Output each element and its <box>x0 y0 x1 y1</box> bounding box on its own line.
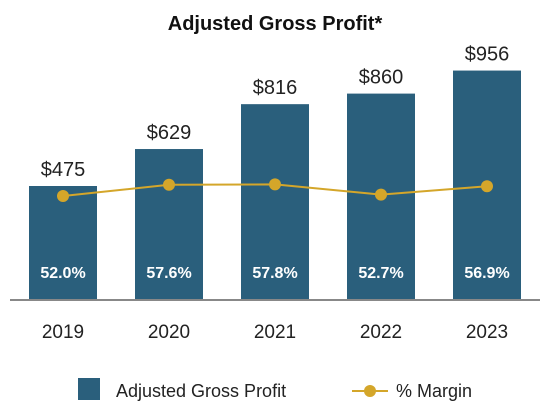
x-tick-label-2021: 2021 <box>254 322 296 343</box>
bar-value-label-2020: $629 <box>147 122 192 144</box>
chart-title: Adjusted Gross Profit* <box>168 13 383 35</box>
margin-label-2021: 57.8% <box>252 265 297 282</box>
margin-point-2022 <box>375 188 387 201</box>
legend-line-label: % Margin <box>396 381 472 401</box>
margin-label-2019: 52.0% <box>40 265 85 282</box>
margin-labels: 52.0% 57.6% 57.8% 52.7% 56.9% <box>40 265 509 282</box>
bar-value-label-2022: $860 <box>359 67 404 89</box>
bar-value-labels: $475 $629 $816 $860 $956 <box>41 44 510 181</box>
x-axis-tick-labels: 2019 2020 2021 2022 2023 <box>42 322 508 343</box>
legend-line-marker <box>364 385 376 397</box>
x-tick-label-2023: 2023 <box>466 322 508 343</box>
bar-2020 <box>135 149 203 300</box>
x-tick-label-2019: 2019 <box>42 322 84 343</box>
margin-label-2020: 57.6% <box>146 265 191 282</box>
x-tick-label-2020: 2020 <box>148 322 190 343</box>
bar-value-label-2019: $475 <box>41 159 86 181</box>
legend-bar-swatch <box>78 378 100 400</box>
margin-point-2023 <box>481 180 493 193</box>
bar-2021 <box>241 104 309 300</box>
legend-bar-label: Adjusted Gross Profit <box>116 381 286 401</box>
margin-label-2023: 56.9% <box>464 265 509 282</box>
margin-point-2021 <box>269 178 281 191</box>
margin-point-2020 <box>163 178 175 191</box>
legend: Adjusted Gross Profit % Margin <box>78 378 472 401</box>
margin-line-group <box>57 178 493 202</box>
bar-value-label-2023: $956 <box>465 44 510 66</box>
bar-2019 <box>29 186 97 300</box>
bar-value-label-2021: $816 <box>253 77 298 99</box>
x-tick-label-2022: 2022 <box>360 322 402 343</box>
margin-label-2022: 52.7% <box>358 265 403 282</box>
margin-point-2019 <box>57 190 69 202</box>
